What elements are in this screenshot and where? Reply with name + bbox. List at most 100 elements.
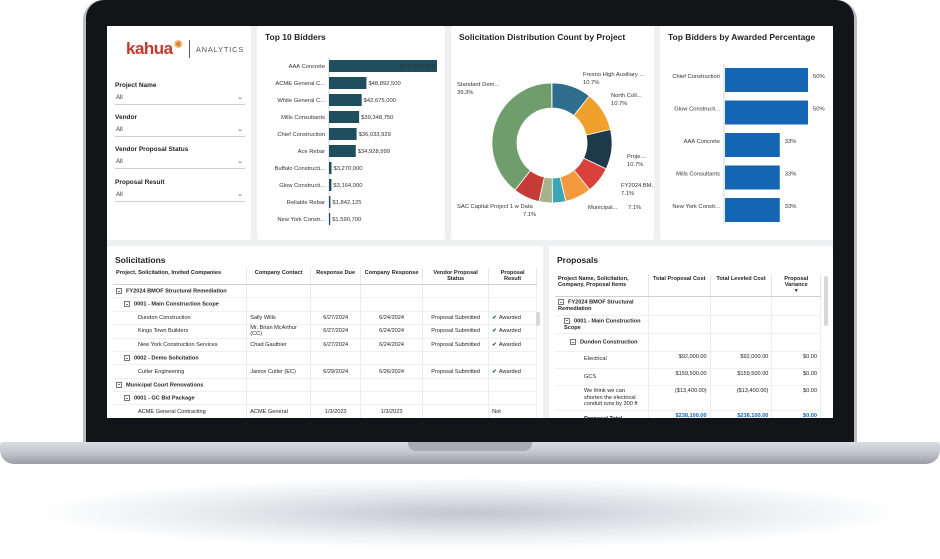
collapse-toggle-icon[interactable] [124,355,130,362]
bidder-bar[interactable] [329,77,367,89]
cell-value: $0.00 [803,353,817,360]
cell-value: Chad Gauthier [250,342,287,349]
cell-result [488,378,537,393]
cell-leveled [710,333,773,352]
donut-slice-pct-label: 39.3% [457,90,473,96]
cell-result: ✔ Awarded [488,338,537,353]
collapse-toggle-icon[interactable] [116,381,122,388]
awarded-bar[interactable] [725,133,780,157]
cell-variance [771,333,821,352]
collapse-toggle-icon[interactable] [124,301,130,308]
solicitations-scrollbar[interactable] [536,312,540,326]
proposals-scrollbar[interactable] [824,276,828,326]
bidder-bar[interactable] [329,60,437,72]
column-header[interactable]: Project Name, Solicitation, Company, Pro… [555,274,649,297]
awarded-bar[interactable] [725,68,808,92]
filter-vendor-select[interactable]: All ⌄ [115,125,245,137]
column-header[interactable]: Proposal Result [488,268,537,285]
bidder-bar[interactable] [329,94,362,106]
row-name: 0001 - Main Construction Scope [134,301,219,308]
filter-proposal-result-select[interactable]: All ⌄ [115,190,245,202]
column-header[interactable]: Response Due [310,268,362,285]
table-row[interactable]: Proposal Total $238,100.00 $238,100.00 $0.0… [555,410,821,418]
bidder-bar[interactable] [329,213,331,225]
collapse-toggle-icon[interactable] [564,317,570,324]
row-name: We think we can shorten the electrical c… [584,388,638,408]
table-row[interactable]: Dundon Construction Sally Wills 6/27/2024 6… [113,311,537,325]
table-row[interactable]: FY2024 BMOF Structural Remediation [555,296,821,316]
collapse-toggle-icon[interactable] [124,394,130,401]
table-row[interactable]: We think we can shorten the electrical c… [555,385,821,412]
cell-result [488,351,537,366]
table-row[interactable]: 0001 - Main Construction Scope [113,297,537,312]
donut-slice-pct-label: 7.1% [628,205,641,211]
cell-value: Janice Cutler (EC) [250,368,296,375]
cell-value: $238,100.00 [737,413,769,418]
cell-leveled: $238,100.00 [710,410,773,418]
cell-status [422,404,490,418]
cell-variance [771,315,821,335]
bidder-category-label: White General C... [277,98,325,104]
cell-value: 6/27/2024 [323,342,349,349]
cell-status: Proposal Submitted [422,364,490,379]
table-row[interactable]: Dundon Construction [555,333,821,352]
cell-value: $159,500.00 [737,370,769,377]
table-row[interactable]: Cutler Engineering Janice Cutler (EC) 6/29… [113,364,537,379]
cell-status [422,391,490,406]
row-name-cell: Electrical [555,351,649,369]
awarded-bar[interactable] [725,165,780,190]
table-row[interactable]: ACME General Contracting ACME General 1/3/… [113,404,537,418]
table-row[interactable]: New York Construction Services Chad Gauth… [113,338,537,353]
table-row[interactable]: FY2024 BMOF Structural Remediation [113,284,537,299]
table-row[interactable]: 0002 - Demo Solicitation [113,351,537,366]
table-row[interactable]: 0001 - GC Bid Package [113,391,537,406]
cell-result: ✔ Awarded [488,324,537,339]
cell-leveled: $159,500.00 [710,368,773,387]
table-row[interactable]: 0001 - Main Construction Scope [555,315,821,335]
bidder-bar[interactable] [329,145,356,157]
column-header[interactable]: Company Contact [246,268,312,285]
collapse-toggle-icon[interactable] [570,338,576,345]
column-header[interactable]: Total Leveled Cost [710,274,773,297]
table-row[interactable]: Municipal Court Renovations [113,378,537,393]
check-icon: ✔ [492,314,497,321]
solicitations-title: Solicitations [115,255,166,265]
bidder-bar[interactable] [329,111,360,123]
collapse-toggle-icon[interactable] [558,299,564,305]
table-row[interactable]: GCS $159,500.00 $159,500.00 $0.00 [555,368,821,387]
column-header[interactable]: Proposal Variance ▼ [771,274,821,297]
filter-label-proposal-result: Proposal Result [115,179,165,186]
bidder-bar[interactable] [329,196,331,208]
filter-project-name-select[interactable]: All ⌄ [115,93,245,105]
column-header[interactable]: Company Response [360,268,424,285]
table-row[interactable]: Kings Town Builders Mr. Brian McArthur (C… [113,324,537,339]
cell-cost [648,315,711,335]
donut-slice[interactable] [491,82,553,191]
awarded-value-label: 50% [813,107,825,113]
column-header[interactable]: Project, Solicitation, Invited Companies [113,268,248,285]
collapse-toggle-icon[interactable] [116,287,122,294]
bidder-bar[interactable] [329,179,332,191]
proposal-variance-header: Proposal Variance [784,276,809,288]
bidder-bar[interactable] [329,162,332,174]
filter-value: All [116,127,123,133]
table-row[interactable]: Electrical $92,000.00 $92,000.00 $0.00 [555,351,821,369]
table-header-row: Project, Solicitation, Invited Companies… [113,268,537,285]
awarded-value-label: 33% [785,204,797,210]
column-header[interactable]: Vendor Proposal Status [422,268,490,285]
bidder-category-label: ACME General C... [275,81,325,87]
awarded-category-label: Glow Constructi... [674,107,720,113]
filter-value: All [116,192,123,198]
awarded-bar[interactable] [725,198,780,222]
row-name: Kings Town Builders [138,328,189,335]
filter-vendor-proposal-status-select[interactable]: All ⌄ [115,157,245,169]
row-name-cell: Kings Town Builders [113,324,248,339]
column-header[interactable]: Total Proposal Cost [648,274,711,297]
awarded-bar[interactable] [725,100,808,125]
donut-slice-name-label: SAC Capital Project 1 w Data [457,204,533,210]
awarded-category-label: AAA Concrete [684,139,720,145]
row-name-cell: 0001 - Main Construction Scope [555,315,649,335]
filter-label-vendor-proposal-status: Vendor Proposal Status [115,146,189,153]
bidder-bar[interactable] [329,128,357,140]
bidder-category-label: Mills Consultants [281,115,325,121]
